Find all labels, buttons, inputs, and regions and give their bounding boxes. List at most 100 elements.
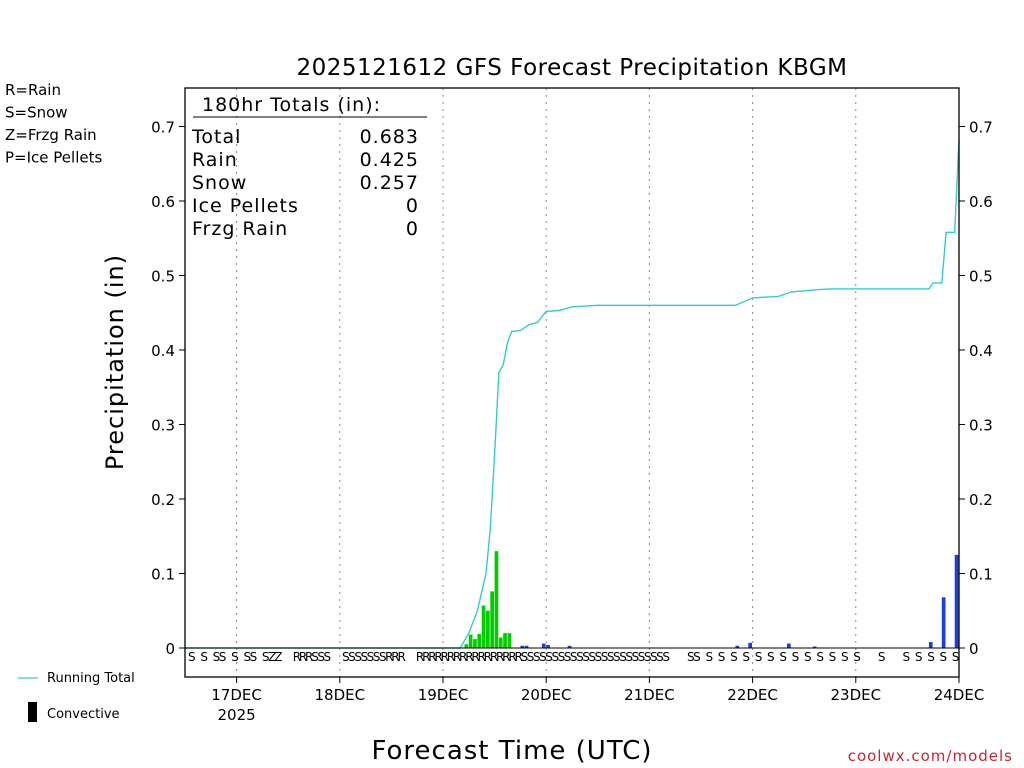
ptype-legend-0: R=Rain xyxy=(5,81,61,99)
ptype-legend-2: Z=Frzg Rain xyxy=(5,126,97,144)
y-tick-label-left-7: 0.7 xyxy=(151,119,175,137)
ptype-char-13: Z xyxy=(268,650,276,664)
y-tick-label-left-0: 0 xyxy=(165,640,175,658)
ptype-char-67: S xyxy=(601,650,609,664)
ptype-char-66: S xyxy=(595,650,603,664)
y-tick-label-right-2: 0.2 xyxy=(969,491,993,509)
ptype-char-122: S xyxy=(940,650,948,664)
ptype-char-74: S xyxy=(644,650,652,664)
running-total-series xyxy=(185,139,960,649)
ptype-char-92: S xyxy=(755,650,763,664)
totals-value-2: 0.257 xyxy=(360,172,419,194)
ptype-char-90: S xyxy=(742,650,750,664)
ptype-char-46: R xyxy=(471,650,479,664)
totals-heading: 180hr Totals (in): xyxy=(202,94,381,116)
ptype-char-37: R xyxy=(416,650,424,664)
ptype-char-4: S xyxy=(213,650,221,664)
ptype-char-68: S xyxy=(607,650,615,664)
ptype-char-50: R xyxy=(496,650,504,664)
ptype-char-76: S xyxy=(656,650,664,664)
ptype-char-10: S xyxy=(250,650,258,664)
ptype-char-49: R xyxy=(490,650,498,664)
ptype-char-26: S xyxy=(348,650,356,664)
ptype-char-70: S xyxy=(619,650,627,664)
bar-1-10 xyxy=(941,597,946,648)
ptype-char-124: S xyxy=(952,650,960,664)
ptype-char-55: S xyxy=(527,650,535,664)
ptype-char-18: R xyxy=(299,650,307,664)
ptype-char-94: S xyxy=(767,650,775,664)
x-tick-label-6: 23DEC xyxy=(831,686,882,704)
axes: 17DEC 2025 18DEC 19DEC 20DEC 21DEC 22DEC 23DEC 2… xyxy=(151,119,993,725)
totals-value-0: 0.683 xyxy=(360,126,419,148)
ptype-char-88: S xyxy=(730,650,738,664)
ptype-char-102: S xyxy=(816,650,824,664)
chart-title: 2025121612 GFS Forecast Precipitation KB… xyxy=(296,55,847,81)
ptype-char-54: S xyxy=(521,650,529,664)
bar-1-1 xyxy=(524,645,529,648)
ptype-char-120: S xyxy=(927,650,935,664)
bar-0-9 xyxy=(503,633,507,648)
bar-1-8 xyxy=(812,646,817,648)
bar-0-5 xyxy=(486,610,490,648)
y-tick-label-left-1: 0.1 xyxy=(151,566,175,584)
vertical-gridlines xyxy=(236,88,857,677)
ptype-char-75: S xyxy=(650,650,658,664)
x-tick-label-2: 19DEC xyxy=(418,686,469,704)
ptype-char-48: R xyxy=(484,650,492,664)
ptype-legend-1: S=Snow xyxy=(5,104,68,122)
ptype-char-17: R xyxy=(293,650,301,664)
bar-1-3 xyxy=(546,645,550,648)
bar-0-1 xyxy=(468,634,473,648)
credit-text: coolwx.com/models xyxy=(848,747,1013,765)
ptype-char-40: R xyxy=(434,650,442,664)
ptype-char-98: S xyxy=(792,650,800,664)
ptype-char-9: S xyxy=(243,650,251,664)
ptype-legend: R=Rain S=Snow Z=Frzg Rain P=Ice Pellets xyxy=(5,81,102,167)
ptype-char-25: S xyxy=(342,650,350,664)
plot-frame xyxy=(184,87,960,678)
ptype-char-47: R xyxy=(478,650,486,664)
x-axis-label: Forecast Time (UTC) xyxy=(371,736,652,766)
ptype-char-31: S xyxy=(379,650,387,664)
ptype-char-45: R xyxy=(465,650,473,664)
bar-1-9 xyxy=(928,642,933,648)
ptype-char-39: R xyxy=(428,650,436,664)
ptype-char-52: R xyxy=(508,650,516,664)
running-total-legend-label: Running Total xyxy=(47,671,135,686)
ptype-char-77: S xyxy=(662,650,670,664)
ptype-char-51: R xyxy=(502,650,510,664)
ptype-char-0: S xyxy=(188,650,196,664)
bar-0-0 xyxy=(464,644,469,648)
bar-1-5 xyxy=(735,645,740,648)
ptype-char-27: S xyxy=(354,650,362,664)
ptype-char-38: R xyxy=(422,650,430,664)
ptype-char-104: S xyxy=(829,650,837,664)
convective-legend-label: Convective xyxy=(47,707,120,722)
totals-label-2: Snow xyxy=(192,172,247,194)
ptype-char-106: S xyxy=(841,650,849,664)
y-tick-label-right-4: 0.4 xyxy=(969,342,993,360)
ptype-char-43: R xyxy=(453,650,461,664)
ptype-char-86: S xyxy=(718,650,726,664)
totals-value-1: 0.425 xyxy=(360,149,419,171)
ptype-char-53: R xyxy=(514,650,522,664)
convective-swatch xyxy=(28,702,37,722)
y-tick-label-left-4: 0.4 xyxy=(151,342,175,360)
series-legend: Running Total Convective xyxy=(18,671,135,722)
x-tick-label-0: 17DEC xyxy=(211,686,262,704)
y-tick-label-right-3: 0.3 xyxy=(969,417,993,435)
bar-1-2 xyxy=(541,643,546,648)
ptype-char-59: S xyxy=(551,650,559,664)
ptype-char-22: S xyxy=(324,650,332,664)
bar-0-6 xyxy=(490,591,494,648)
totals-value-3: 0 xyxy=(406,195,419,217)
ptype-char-62: S xyxy=(570,650,578,664)
ptype-char-63: S xyxy=(576,650,584,664)
ptype-char-28: S xyxy=(360,650,368,664)
totals-label-3: Ice Pellets xyxy=(192,195,299,217)
y-axis-label: Precipitation (in) xyxy=(101,254,129,470)
y-tick-label-right-0: 0 xyxy=(969,640,979,658)
ptype-char-7: S xyxy=(231,650,239,664)
